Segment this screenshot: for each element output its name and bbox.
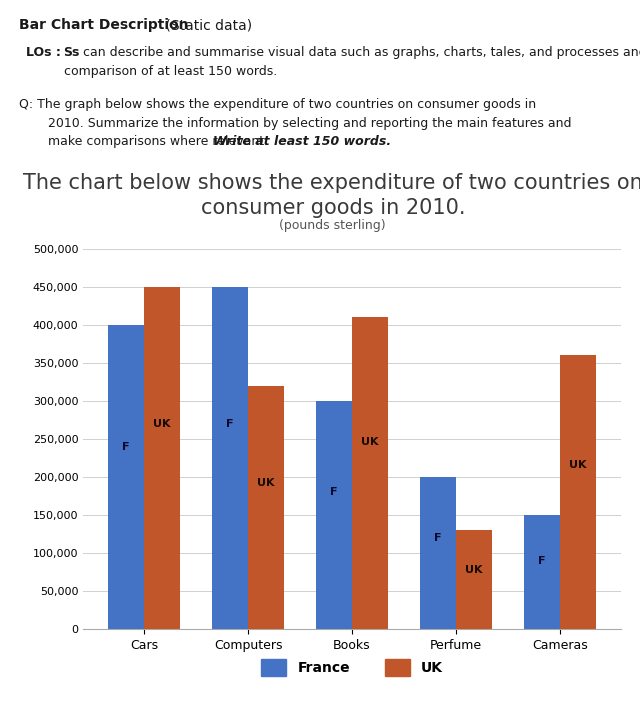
Text: F: F [538,556,545,566]
Bar [108,325,144,629]
Text: 2010. Summarize the information by selecting and reporting the main features and: 2010. Summarize the information by selec… [48,117,572,129]
Text: UK: UK [362,437,379,447]
Bar [456,530,492,629]
Text: Q: The graph below shows the expenditure of two countries on consumer goods in: Q: The graph below shows the expenditure… [19,98,536,111]
Text: (Static data): (Static data) [161,18,252,33]
Bar [248,386,284,629]
Bar [144,287,180,629]
Bar [560,356,596,629]
Text: make comparisons where relevant.: make comparisons where relevant. [48,135,272,148]
Bar [524,515,560,629]
Text: LOs :: LOs : [26,46,65,59]
Bar [352,317,388,629]
Text: UK: UK [154,419,171,429]
Text: F: F [330,487,337,497]
Text: The chart below shows the expenditure of two countries on: The chart below shows the expenditure of… [23,173,640,193]
Text: consumer goods in 2010.: consumer goods in 2010. [200,198,465,218]
Bar [420,477,456,629]
Text: UK: UK [465,565,483,575]
Bar [212,287,248,629]
Text: UK: UK [257,479,275,488]
Text: F: F [226,419,234,429]
Text: (pounds sterling): (pounds sterling) [280,219,386,232]
Bar [316,401,352,629]
Text: Write at least 150 words.: Write at least 150 words. [213,135,391,148]
Text: F: F [122,442,129,451]
Text: can describe and summarise visual data such as graphs, charts, tales, and proces: can describe and summarise visual data s… [79,46,640,59]
Text: Bar Chart Description: Bar Chart Description [19,18,189,33]
Text: comparison of at least 150 words.: comparison of at least 150 words. [64,65,277,78]
Legend: France, UK: France, UK [254,652,450,683]
Text: UK: UK [570,460,587,470]
Text: Ss: Ss [63,46,79,59]
Text: F: F [434,533,442,543]
